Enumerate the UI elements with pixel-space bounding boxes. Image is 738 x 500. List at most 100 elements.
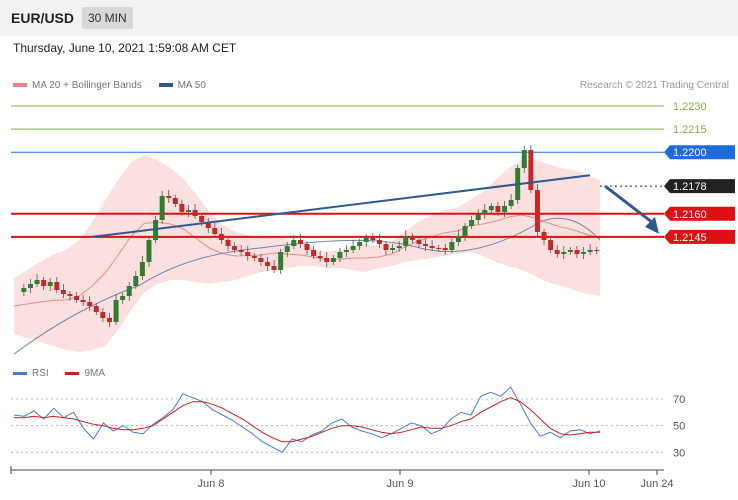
ma9-swatch [65,371,80,375]
candle-body [54,282,60,290]
candle-body [403,236,409,246]
legend-ma20: MA 20 + Bollinger Bands [13,80,142,91]
symbol-label: EUR/USD [11,10,75,26]
chart-header: EUR/USD 30 MIN [0,0,738,36]
candle-body [120,296,126,300]
price-tag-1-2160 [664,206,735,221]
candle-body [521,150,527,168]
candle-body [396,246,402,248]
legend-ma50: MA 50 [158,80,206,91]
candle-body [383,244,389,250]
candle-body [469,220,475,226]
candle-body [587,250,593,252]
candle-body [251,256,257,258]
rsi-series-rsi [13,386,601,453]
candle-body [225,240,231,246]
candle-body [106,318,112,322]
ma9-label: 9MA [84,368,106,379]
price-tag-label: 1.2178 [673,181,707,193]
candle-body [67,294,73,296]
candle-body [344,250,349,252]
candle-body [594,250,600,251]
candle-body [271,266,277,270]
candle-body [265,262,270,266]
ma20-swatch [13,83,27,88]
candle-body [297,240,303,244]
x-tick-label: Jun 9 [387,478,414,490]
candle-body [238,250,244,252]
candle-body [245,252,251,256]
candle-body [192,210,198,216]
legend-9ma: 9MA [65,368,105,379]
price-tag-label: 1.2145 [673,232,707,244]
price-tag-1-2178 [664,179,735,194]
candle-body [93,306,99,312]
ma20-line [13,214,601,307]
candle-body [100,312,106,318]
candle-body [534,190,540,232]
candle-body [574,250,580,254]
candle-body [357,242,363,246]
candle-body [166,196,172,198]
candle-body [27,284,33,288]
candle-body [218,234,224,240]
forecast-arrow-shaft [604,184,654,225]
main-chart-legend: MA 20 + Bollinger Bands MA 50 [13,80,220,91]
candle-body [278,252,284,270]
candle-body [317,256,323,258]
forecast-arrow-head [645,216,659,234]
candle-body [126,286,132,296]
candle-body [502,206,508,212]
rsi-tick-label: 50 [673,421,685,433]
price-level-label: 1.2230 [673,101,707,113]
ma50-label: MA 50 [177,80,206,91]
candle-body [482,210,488,214]
x-tick-label: Jun 8 [198,478,225,490]
candle-body [409,236,415,240]
candle-body [475,214,481,220]
candle-body [133,276,139,286]
candle-body [232,246,238,250]
price-tag-1-2200 [664,145,735,160]
rsi-tick-label: 70 [673,394,685,406]
candle-body [462,226,468,236]
candle-body [205,222,211,228]
legend-rsi: RSI [13,368,49,379]
candle-body [179,204,185,212]
candle-body [508,200,514,206]
candle-body [363,238,369,242]
candle-body [416,240,422,244]
candle-body [442,248,448,250]
ma50-swatch [158,83,173,88]
rsi-legend: RSI 9MA [13,368,119,379]
price-tag-label: 1.2160 [673,209,707,221]
candle-body [212,228,218,234]
candle-body [541,232,547,240]
x-tick-label: Jun 24 [640,478,673,490]
copyright-text: Research © 2021 Trading Central [579,80,729,91]
candle-body [284,246,290,252]
candle-body [567,250,573,252]
chart-timestamp: Thursday, June 10, 2021 1:59:08 AM CET [13,41,237,55]
support-trendline [91,174,591,238]
candle-body [337,252,343,258]
rsi-swatch [13,371,27,375]
candle-body [495,206,501,212]
candle-body [581,252,587,254]
candle-body [429,246,435,248]
candle-body [423,244,429,246]
rsi-tick-label: 30 [673,447,685,459]
candle-body [74,296,80,300]
candle-body [113,300,119,322]
candle-body [258,258,264,262]
candle-body [488,206,494,210]
interval-button[interactable]: 30 MIN [82,7,133,29]
candle-body [304,244,310,250]
candle-body [146,240,152,262]
ma20-label: MA 20 + Bollinger Bands [32,80,142,91]
candle-body [436,248,442,249]
candle-body [390,248,396,250]
candle-body [87,302,93,306]
candle-body [455,236,461,242]
